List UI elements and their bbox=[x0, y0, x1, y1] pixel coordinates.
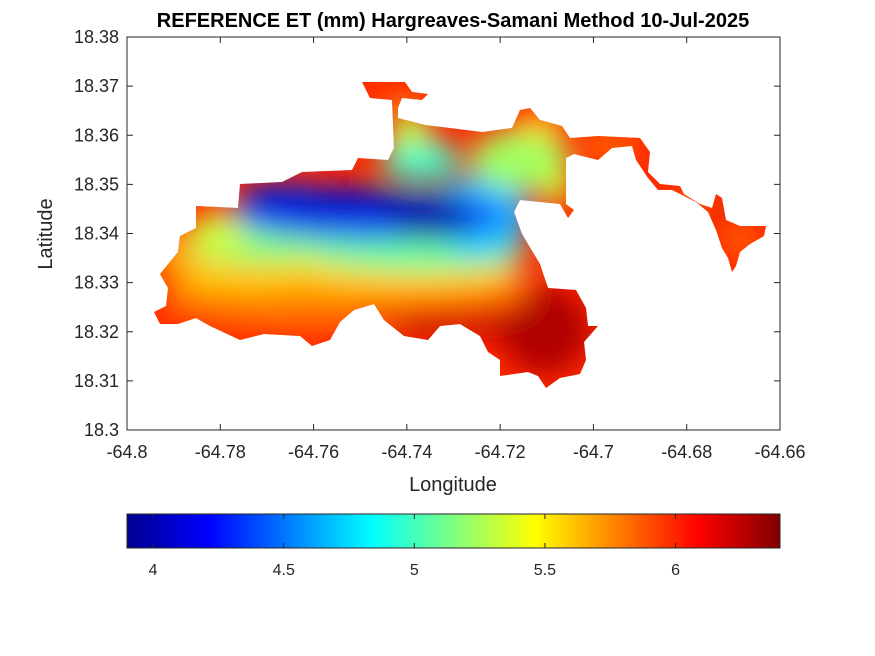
heat-blob bbox=[190, 212, 250, 252]
y-tick-label: 18.31 bbox=[74, 371, 119, 391]
x-tick-label: -64.78 bbox=[195, 442, 246, 462]
chart-title: REFERENCE ET (mm) Hargreaves-Samani Meth… bbox=[157, 10, 749, 32]
colorbar: 4 4.5 5 5.5 6 bbox=[126, 513, 781, 579]
colorbar-tick-label: 6 bbox=[671, 562, 680, 579]
heat-blob bbox=[385, 198, 475, 238]
heat-blob bbox=[365, 82, 415, 98]
colorbar-tick-label: 5.5 bbox=[534, 562, 556, 579]
x-tick-label: -64.66 bbox=[754, 442, 805, 462]
y-tick-label: 18.32 bbox=[74, 322, 119, 342]
heat-blob bbox=[380, 140, 460, 180]
y-tick-label: 18.37 bbox=[74, 76, 119, 96]
y-tick-label: 18.33 bbox=[74, 273, 119, 293]
plot-area bbox=[126, 36, 781, 431]
x-tick-label: -64.68 bbox=[661, 442, 712, 462]
heat-blob bbox=[712, 205, 728, 225]
heat-blob bbox=[240, 184, 330, 208]
y-tick-label: 18.36 bbox=[74, 125, 119, 145]
colorbar-gradient bbox=[126, 513, 781, 549]
x-tick-label: -64.8 bbox=[106, 442, 147, 462]
x-tick-label: -64.72 bbox=[475, 442, 526, 462]
x-axis-ticks: -64.8 -64.78 -64.76 -64.74 -64.72 -64.7 -64.68… bbox=[106, 37, 806, 462]
y-tick-label: 18.38 bbox=[74, 27, 119, 47]
y-tick-label: 18.3 bbox=[84, 420, 119, 440]
x-tick-label: -64.76 bbox=[288, 442, 339, 462]
colorbar-ticks: 4 4.5 5 5.5 6 bbox=[149, 514, 680, 579]
colorbar-tick-label: 4 bbox=[149, 562, 158, 579]
colorbar-tick-label: 4.5 bbox=[273, 562, 295, 579]
x-tick-label: -64.7 bbox=[573, 442, 614, 462]
heat-blob bbox=[542, 163, 570, 207]
x-axis-label: Longitude bbox=[409, 474, 497, 496]
y-axis-label: Latitude bbox=[35, 198, 57, 269]
heat-blob bbox=[500, 285, 590, 375]
y-axis-ticks: 18.3 18.31 18.32 18.33 18.34 18.35 18.36 18.37 1… bbox=[74, 27, 780, 440]
colorbar-tick-label: 5 bbox=[410, 562, 419, 579]
y-tick-label: 18.35 bbox=[74, 174, 119, 194]
y-tick-label: 18.34 bbox=[74, 224, 119, 244]
x-tick-label: -64.74 bbox=[381, 442, 432, 462]
